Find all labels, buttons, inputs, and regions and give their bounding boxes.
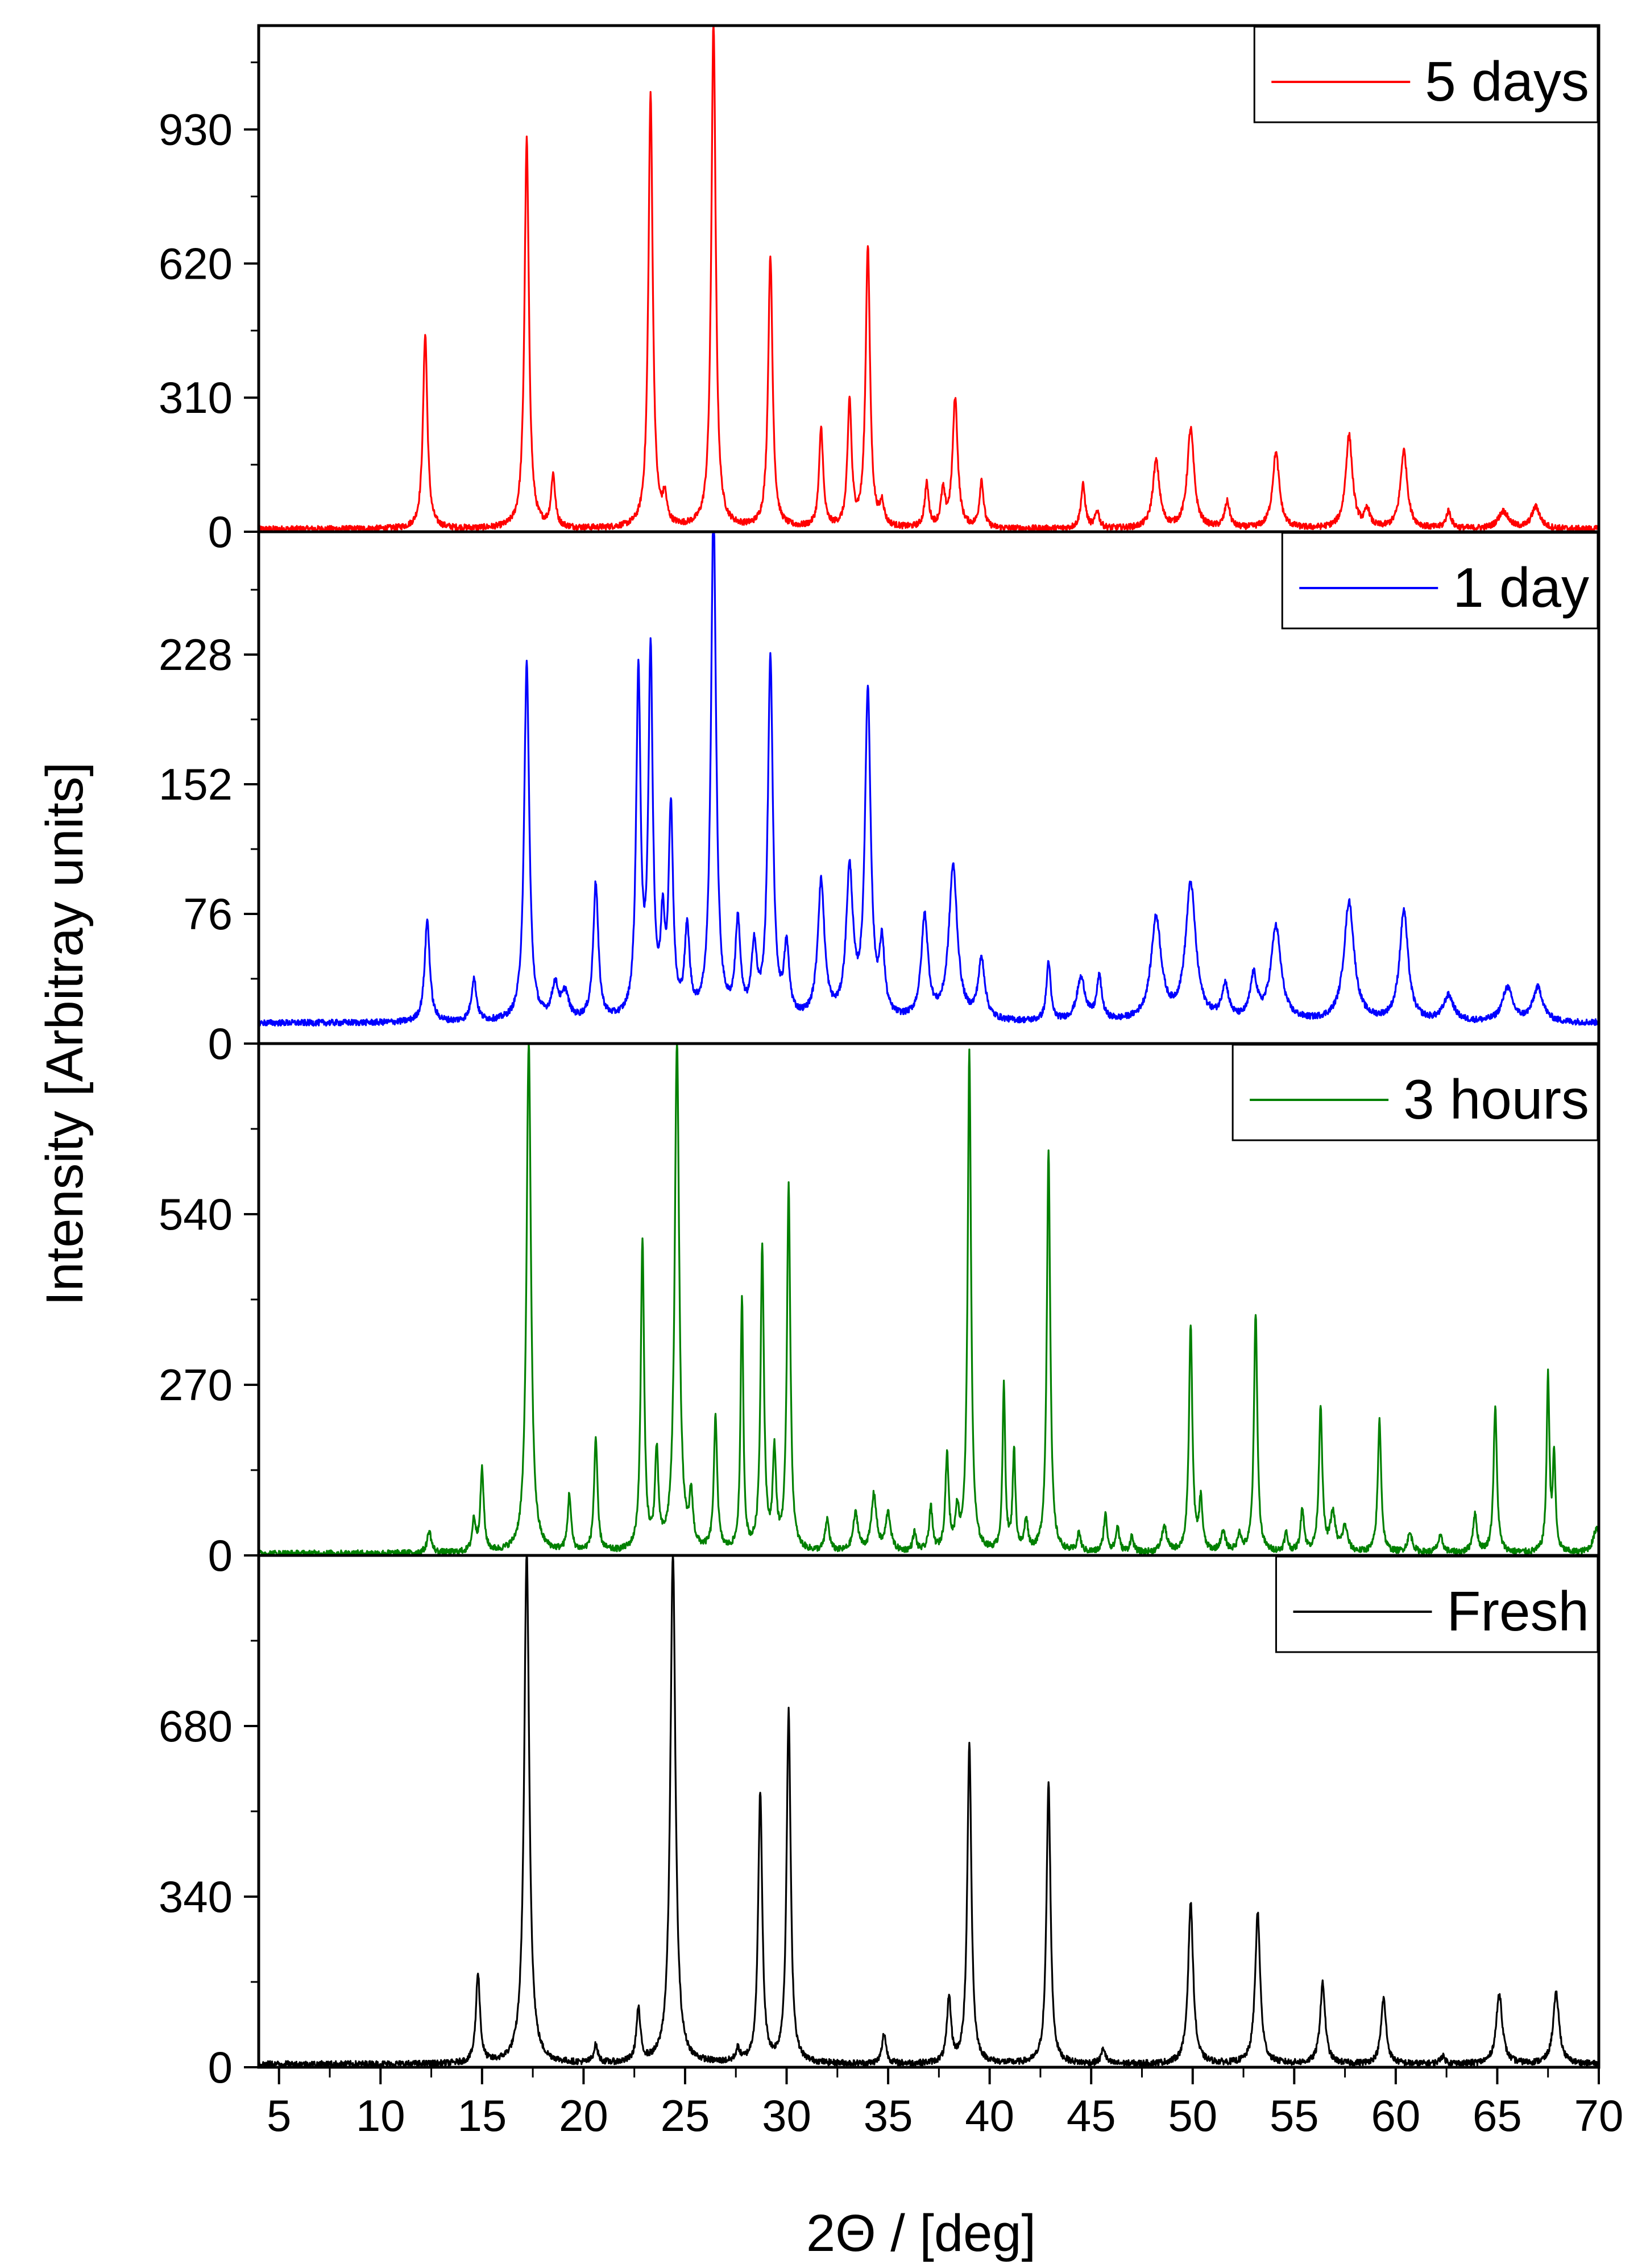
y-tick-label: 340: [159, 1872, 233, 1922]
legend-label: Fresh: [1446, 1580, 1589, 1642]
x-tick-label: 15: [457, 2091, 507, 2141]
legend-label: 1 day: [1453, 556, 1589, 619]
y-tick-label: 152: [159, 759, 233, 809]
panel-0: 0 310 620 930 5 days: [159, 24, 1600, 557]
legend-1: 1 day: [1281, 532, 1599, 630]
y-tick-label: 620: [159, 238, 233, 288]
y-tick-label: 0: [208, 1019, 233, 1069]
series-line-0: [258, 24, 1600, 533]
legend-2: 3 hours: [1232, 1044, 1599, 1141]
x-tick-label: 5: [267, 2091, 291, 2141]
legend-box: [1232, 1044, 1599, 1141]
series-line-1: [258, 531, 1600, 1027]
x-tick-label: 45: [1067, 2091, 1116, 2141]
series-line-3: [258, 1554, 1600, 2068]
y-tick-label: 228: [159, 630, 233, 680]
y-tick-label: 310: [159, 373, 233, 423]
legend-box: [1253, 26, 1599, 123]
legend-label: 3 hours: [1403, 1068, 1589, 1131]
x-axis: 5 10 15 20 25 30 35 40 45 50 55 60 65 70: [267, 2067, 1623, 2141]
x-tick-label: 40: [965, 2091, 1014, 2141]
x-tick-label: 10: [356, 2091, 405, 2141]
legend-0: 5 days: [1253, 26, 1599, 123]
panels: 0 310 620 930 5 days 0 76 152 228 1 day 0 270 540 3 h…: [159, 24, 1600, 2092]
y-tick-label: 680: [159, 1701, 233, 1751]
x-tick-label: 25: [661, 2091, 710, 2141]
y-tick-label: 0: [208, 2042, 233, 2092]
legend-3: Fresh: [1275, 1555, 1599, 1653]
legend-box: [1275, 1555, 1599, 1653]
y-axis-title: Intensity [Arbitray units]: [36, 762, 94, 1306]
x-tick-label: 50: [1168, 2091, 1217, 2141]
x-tick-label: 65: [1473, 2091, 1522, 2141]
y-tick-label: 540: [159, 1189, 233, 1239]
y-tick-label: 76: [183, 889, 233, 939]
legend-label: 5 days: [1425, 50, 1589, 113]
x-tick-label: 20: [559, 2091, 608, 2141]
y-tick-label: 0: [208, 1530, 233, 1580]
y-tick-label: 930: [159, 105, 233, 155]
x-tick-label: 55: [1270, 2091, 1319, 2141]
panel-1: 0 76 152 228 1 day: [159, 530, 1600, 1069]
series-line-2: [258, 1042, 1600, 1557]
y-tick-label: 0: [208, 507, 233, 557]
panel-2: 0 270 540 3 hours: [159, 1042, 1600, 1580]
legend-box: [1281, 532, 1599, 630]
x-axis-title: 2Θ / [deg]: [806, 2204, 1036, 2262]
x-tick-label: 35: [864, 2091, 913, 2141]
x-tick-label: 70: [1574, 2091, 1624, 2141]
x-tick-label: 60: [1371, 2091, 1420, 2141]
y-tick-label: 270: [159, 1360, 233, 1410]
panel-frame: [257, 1554, 1600, 2069]
panel-3: 0 340 680 Fresh: [159, 1554, 1600, 2092]
x-tick-label: 30: [762, 2091, 811, 2141]
